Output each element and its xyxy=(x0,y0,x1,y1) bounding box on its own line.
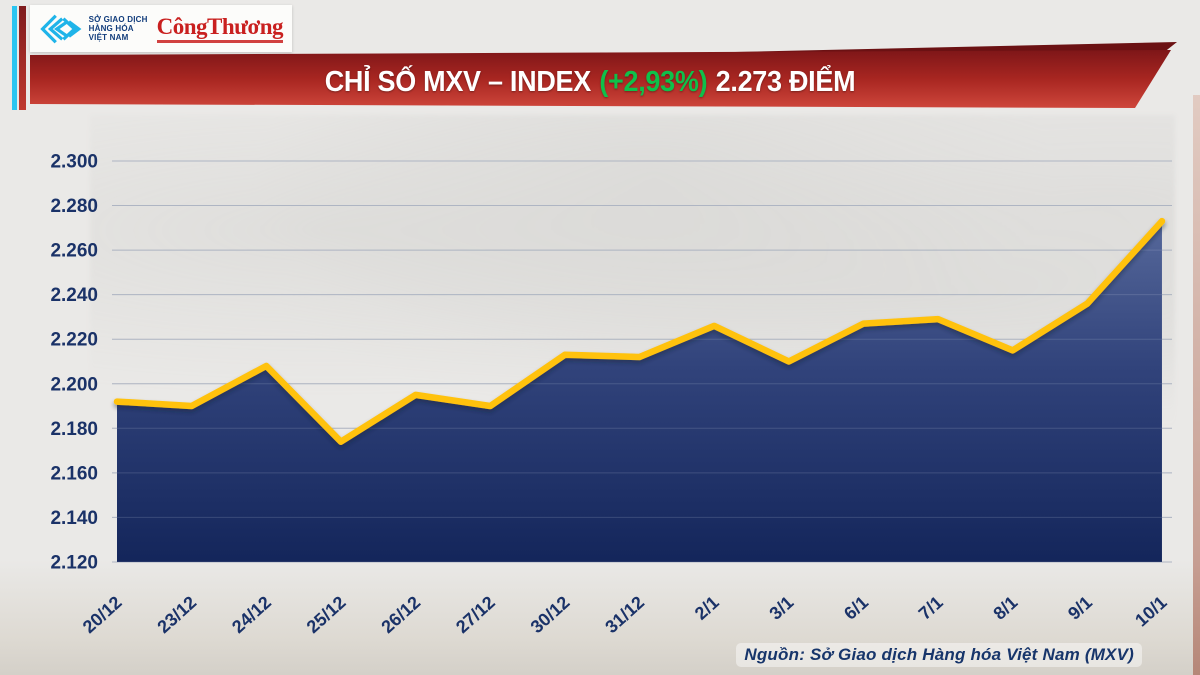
x-tick-label: 9/1 xyxy=(1064,592,1096,624)
x-tick-label: 6/1 xyxy=(840,592,872,624)
y-tick-label: 2.240 xyxy=(50,285,98,306)
accent-stripe-red xyxy=(19,6,26,110)
x-tick-label: 3/1 xyxy=(765,592,797,624)
y-tick-label: 2.140 xyxy=(50,508,98,529)
x-tick-label: 8/1 xyxy=(989,592,1021,624)
congthuong-wordmark: CôngThương xyxy=(156,13,284,39)
x-tick-label: 2/1 xyxy=(691,592,723,624)
banner-title: CHỈ SỐ MXV – INDEX (+2,93%) 2.273 ĐIỂM xyxy=(69,62,1111,102)
banner-title-points: 2.273 ĐIỂM xyxy=(715,65,856,98)
y-tick-label: 2.180 xyxy=(50,419,98,440)
index-line xyxy=(113,217,1166,445)
x-tick-label: 27/12 xyxy=(452,592,499,637)
x-tick-label: 30/12 xyxy=(527,592,574,637)
y-tick-label: 2.220 xyxy=(50,330,98,351)
mxv-logo-icon xyxy=(40,14,82,43)
banner-title-change: (+2,93%) xyxy=(599,65,708,98)
banner-title-main: CHỈ SỐ MXV – INDEX xyxy=(324,65,592,98)
mxv-name-line2: HÀNG HÓA xyxy=(88,24,134,33)
y-tick-label: 2.200 xyxy=(50,374,98,395)
congthuong-tagline-bar xyxy=(156,39,283,43)
source-note: Nguồn: Sở Giao dịch Hàng hóa Việt Nam (M… xyxy=(736,643,1142,667)
area-fill xyxy=(117,221,1162,562)
x-tick-label: 31/12 xyxy=(601,592,648,637)
x-tick-label: 23/12 xyxy=(153,592,200,637)
x-tick-label: 7/1 xyxy=(915,592,947,624)
x-tick-label: 10/1 xyxy=(1131,592,1170,630)
congthuong-logo: CôngThương xyxy=(156,13,284,43)
mxv-name-line1: SỞ GIAO DỊCH xyxy=(88,15,148,24)
y-tick-label: 2.280 xyxy=(50,196,98,217)
y-tick-label: 2.260 xyxy=(50,241,98,262)
x-tick-label: 25/12 xyxy=(303,592,350,637)
y-tick-label: 2.300 xyxy=(50,152,98,173)
mxv-name-line3: VIỆT NAM xyxy=(88,33,129,42)
x-tick-label: 20/12 xyxy=(79,592,126,637)
mxv-name: SỞ GIAO DỊCH HÀNG HÓA VIỆT NAM xyxy=(89,15,148,42)
y-tick-label: 2.120 xyxy=(50,552,98,573)
x-tick-label: 26/12 xyxy=(377,592,424,637)
publisher-logo-box: SỞ GIAO DỊCH HÀNG HÓA VIỆT NAM CôngThươn… xyxy=(30,5,292,52)
accent-stripe-cyan xyxy=(12,6,17,110)
x-tick-label: 24/12 xyxy=(228,592,275,637)
y-tick-label: 2.160 xyxy=(50,463,98,484)
